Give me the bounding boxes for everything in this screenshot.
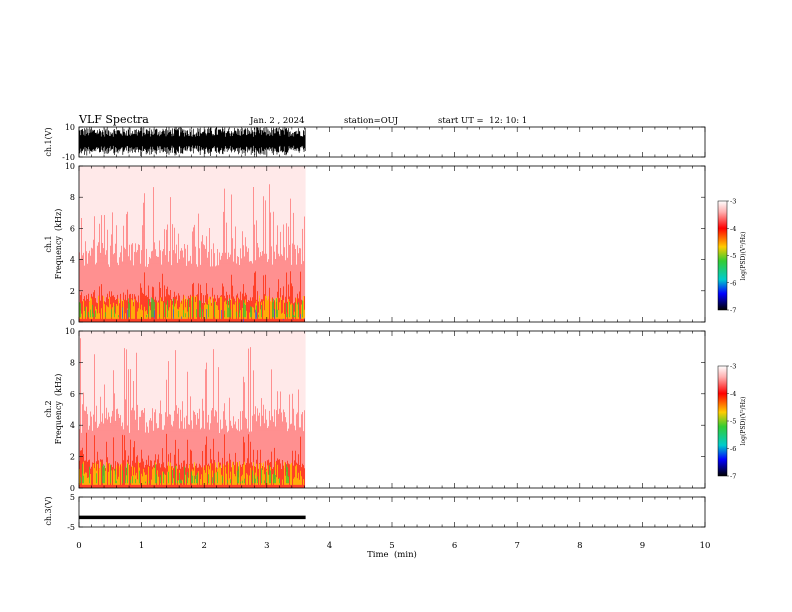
- x-tick-label: 8: [577, 541, 582, 551]
- ch1-voltage-ylabel: ch.1(V): [44, 127, 53, 156]
- y-tick-label: 0: [70, 484, 75, 493]
- ch1-colorbar-label: log(PSD)(V²/Hz): [740, 232, 747, 281]
- y-tick-label: 2: [70, 453, 75, 462]
- ch2-colorbar-label: log(PSD)(V²/Hz): [740, 397, 747, 446]
- ch1-waveform-panel: 10 -10: [62, 123, 706, 162]
- y-tick-label: 10: [65, 123, 75, 132]
- ch1-spectrogram-panel: 0 2 4 6 8 10: [65, 162, 706, 327]
- y-tick-label: 8: [70, 193, 75, 202]
- spectrogram-lower-psd: [79, 297, 303, 318]
- colorbar-tick-label: -6: [730, 445, 736, 453]
- y-tick-label: 6: [70, 390, 75, 399]
- y-tick-label: 10: [65, 327, 75, 336]
- colorbar-tick-label: -5: [730, 252, 736, 260]
- colorbar-tick-label: -3: [730, 363, 736, 371]
- y-tick-label: 0: [70, 318, 75, 327]
- colorbar-tick-label: -4: [730, 390, 736, 398]
- ch1-waveform-trace: [78, 127, 306, 157]
- x-tick-label: 0: [76, 541, 81, 551]
- colorbar-tick-label: -6: [730, 279, 736, 287]
- ch3-waveform-panel: 5 -5: [67, 493, 706, 532]
- ch2-spectrogram-panel: 0 2 4 6 8 10: [65, 327, 706, 493]
- ch2-colorbar: -3 -4 -5 -6 -7: [717, 363, 736, 481]
- y-tick-label: -10: [62, 153, 75, 162]
- colorbar-tick-label: -4: [730, 225, 736, 233]
- y-tick-label: 4: [70, 421, 75, 430]
- y-tick-label: 2: [70, 287, 75, 296]
- x-axis-label: Time (min): [367, 549, 417, 560]
- ch1-channel-ylabel: ch.1: [44, 235, 53, 252]
- y-tick-label: 4: [70, 256, 75, 265]
- x-tick-label: 6: [452, 541, 457, 551]
- colorbar-tick-label: -7: [730, 473, 736, 481]
- colorbar-tick-label: -5: [730, 418, 736, 426]
- x-tick-label: 5: [389, 541, 394, 551]
- y-tick-label: -5: [67, 523, 75, 532]
- ch1-colorbar: -3 -4 -5 -6 -7: [717, 198, 736, 315]
- colorbar-gradient: [717, 200, 728, 311]
- x-tick-label: 2: [201, 541, 206, 551]
- x-tick-label: 4: [327, 541, 332, 551]
- station-label: station=OUJ: [344, 116, 399, 126]
- ch1-frequency-ylabel: Frequency (kHz): [54, 209, 63, 280]
- y-tick-label: 8: [70, 358, 75, 367]
- colorbar-tick-label: -3: [730, 198, 736, 206]
- y-tick-label: 10: [65, 162, 75, 171]
- x-tick-label: 1: [139, 541, 144, 551]
- x-tick-label: 9: [640, 541, 645, 551]
- start-time-label: start UT = 12: 10: 1: [438, 116, 527, 126]
- x-tick-label: 10: [700, 541, 711, 551]
- ch3-voltage-ylabel: ch.3(V): [44, 496, 53, 525]
- x-tick-label: 3: [264, 541, 269, 551]
- y-tick-label: 5: [70, 493, 75, 502]
- date-label: Jan. 2 , 2024: [249, 116, 305, 126]
- spectrogram-high-psd: [79, 338, 305, 488]
- figure-title: VLF Spectra: [78, 113, 149, 126]
- ch2-frequency-ylabel: Frequency (kHz): [54, 374, 63, 445]
- spectrogram-lower-psd: [80, 463, 289, 484]
- ch2-channel-ylabel: ch.2: [44, 400, 53, 417]
- x-tick-label: 7: [514, 541, 519, 551]
- y-tick-label: 6: [70, 224, 75, 233]
- spectrogram-lowest-psd: [122, 307, 305, 322]
- colorbar-gradient: [717, 365, 728, 477]
- colorbar-tick-label: -7: [730, 307, 736, 315]
